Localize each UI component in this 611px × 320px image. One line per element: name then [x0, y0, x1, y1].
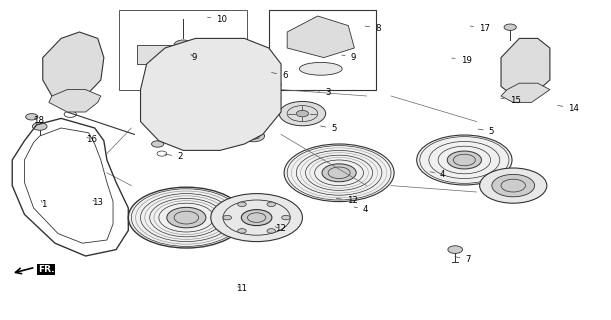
- Circle shape: [128, 187, 244, 248]
- Circle shape: [279, 101, 326, 126]
- Text: 5: 5: [478, 127, 494, 136]
- Circle shape: [284, 144, 394, 202]
- Text: 10: 10: [207, 15, 227, 24]
- Circle shape: [174, 40, 192, 50]
- Text: 17: 17: [470, 24, 490, 33]
- Circle shape: [238, 229, 246, 233]
- Text: 12: 12: [275, 224, 286, 233]
- Polygon shape: [501, 83, 550, 102]
- Polygon shape: [43, 32, 104, 102]
- Circle shape: [167, 207, 206, 228]
- Circle shape: [448, 246, 463, 253]
- Text: 14: 14: [557, 104, 579, 113]
- Text: 5: 5: [320, 124, 337, 133]
- Polygon shape: [287, 16, 354, 58]
- Circle shape: [267, 202, 276, 206]
- Polygon shape: [141, 38, 281, 150]
- Text: 9: 9: [342, 53, 356, 62]
- Circle shape: [492, 174, 535, 197]
- Circle shape: [152, 141, 164, 147]
- Circle shape: [241, 210, 272, 226]
- Circle shape: [447, 151, 481, 169]
- Circle shape: [282, 215, 290, 220]
- Circle shape: [296, 110, 309, 117]
- Text: 2: 2: [164, 152, 183, 161]
- Circle shape: [238, 202, 246, 206]
- Circle shape: [223, 215, 232, 220]
- Circle shape: [211, 194, 302, 242]
- Circle shape: [169, 130, 191, 142]
- Ellipse shape: [299, 62, 342, 75]
- Circle shape: [243, 130, 265, 142]
- Text: 18: 18: [33, 116, 44, 124]
- Text: 8: 8: [365, 24, 381, 33]
- Text: FR.: FR.: [38, 265, 54, 274]
- Circle shape: [263, 80, 281, 90]
- Circle shape: [417, 135, 512, 185]
- Bar: [119, 10, 247, 90]
- Text: 1: 1: [41, 200, 46, 209]
- Circle shape: [480, 168, 547, 203]
- Circle shape: [267, 229, 276, 233]
- Text: 3: 3: [314, 88, 331, 97]
- Text: 19: 19: [452, 56, 472, 65]
- Text: 7: 7: [455, 255, 471, 264]
- Text: 4: 4: [354, 205, 368, 214]
- Circle shape: [26, 114, 38, 120]
- Text: 15: 15: [500, 96, 521, 105]
- Polygon shape: [501, 38, 550, 96]
- Text: 16: 16: [86, 135, 97, 144]
- Text: 4: 4: [430, 170, 445, 179]
- Circle shape: [504, 24, 516, 30]
- Circle shape: [32, 123, 47, 130]
- Text: 9: 9: [191, 53, 197, 62]
- Bar: [269, 10, 376, 90]
- Text: 6: 6: [271, 71, 288, 80]
- Text: 12: 12: [336, 196, 358, 205]
- Polygon shape: [49, 90, 101, 112]
- Text: 11: 11: [236, 284, 247, 293]
- Text: 13: 13: [92, 198, 103, 207]
- Bar: [137, 45, 180, 64]
- Circle shape: [322, 164, 356, 182]
- Polygon shape: [24, 128, 113, 243]
